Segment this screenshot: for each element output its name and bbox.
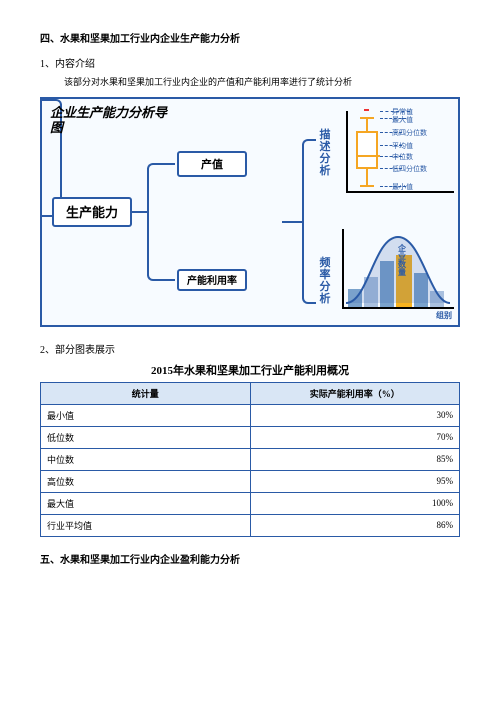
row-value: 95%: [250, 470, 460, 492]
sub1-title: 1、内容介绍: [40, 55, 460, 70]
table-row: 最小值30%: [41, 404, 460, 426]
node-util: 产能利用率: [177, 269, 247, 291]
node-output: 产值: [177, 151, 247, 177]
bp-median: 中位数: [392, 152, 413, 162]
stats-table: 统计量 实际产能利用率（%） 最小值30%低位数70%中位数85%高位数95%最…: [40, 382, 460, 537]
col-stat: 统计量: [41, 382, 251, 404]
row-label: 低位数: [41, 426, 251, 448]
row-label: 行业平均值: [41, 514, 251, 536]
distribution-mini: 企业数量 组别: [338, 229, 456, 319]
bp-upper: 高四分位数: [392, 128, 427, 138]
row-value: 85%: [250, 448, 460, 470]
table-row: 低位数70%: [41, 426, 460, 448]
table-row: 行业平均值86%: [41, 514, 460, 536]
row-label: 最大值: [41, 492, 251, 514]
node-main: 生产能力: [52, 197, 132, 227]
connector: [132, 211, 147, 213]
connector: [282, 221, 302, 223]
bp-mean: 平均值: [392, 141, 413, 151]
bracket-right: [302, 139, 316, 304]
bp-max: 最大值: [392, 115, 413, 125]
boxplot-mini: 异常值 最大值 高四分位数 平均值 中位数 低四分位数 最小值: [342, 111, 454, 193]
bp-min: 最小值: [392, 182, 413, 192]
diagram-title: 企业生产能力分析导图: [50, 105, 170, 136]
bp-lower: 低四分位数: [392, 164, 427, 174]
desc-label: 描述分析: [318, 129, 332, 177]
table-title: 2015年水果和坚果加工行业产能利用概况: [40, 362, 460, 378]
col-value: 实际产能利用率（%）: [250, 382, 460, 404]
row-label: 中位数: [41, 448, 251, 470]
intro-text: 该部分对水果和坚果加工行业内企业的产值和产能利用率进行了统计分析: [64, 76, 460, 89]
row-label: 最小值: [41, 404, 251, 426]
table-row: 最大值100%: [41, 492, 460, 514]
row-value: 86%: [250, 514, 460, 536]
table-row: 高位数95%: [41, 470, 460, 492]
sub2-title: 2、部分图表展示: [40, 341, 460, 356]
dist-count-label: 企业数量: [398, 245, 410, 277]
row-value: 30%: [250, 404, 460, 426]
row-label: 高位数: [41, 470, 251, 492]
row-value: 100%: [250, 492, 460, 514]
bracket-left: [147, 163, 175, 281]
row-value: 70%: [250, 426, 460, 448]
section5-title: 五、水果和坚果加工行业内企业盈利能力分析: [40, 551, 460, 566]
diagram: 企业生产能力分析导图 生产能力 产值 产能利用率 描述分析 频率分析 异常值 最…: [40, 97, 460, 327]
freq-label: 频率分析: [318, 257, 332, 305]
section4-title: 四、水果和坚果加工行业内企业生产能力分析: [40, 30, 460, 45]
table-row: 中位数85%: [41, 448, 460, 470]
dist-group-label: 组别: [436, 310, 452, 321]
